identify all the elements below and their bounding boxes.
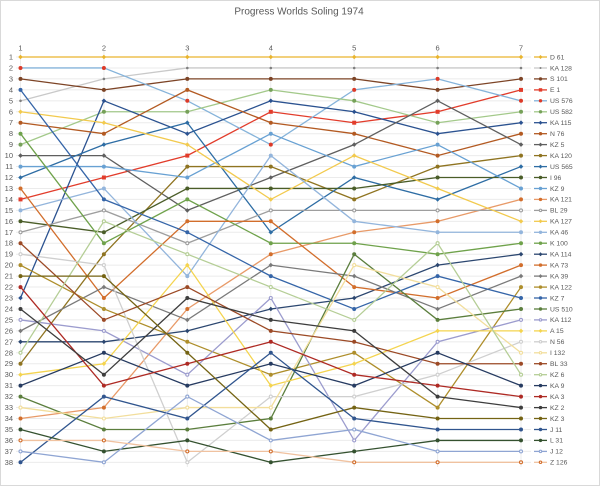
svg-text:KA 112: KA 112 [550,317,572,324]
svg-text:32: 32 [5,392,13,401]
svg-text:34: 34 [5,414,13,423]
svg-text:2: 2 [9,64,13,73]
svg-text:Progress Worlds Soling 1974: Progress Worlds Soling 1974 [234,7,364,18]
svg-text:KA 9: KA 9 [550,383,565,390]
svg-text:N 56: N 56 [550,339,565,346]
svg-text:16: 16 [5,217,13,226]
svg-text:KZ 3: KZ 3 [550,416,565,423]
svg-text:KA 39: KA 39 [550,273,568,280]
svg-text:KZ 2: KZ 2 [550,405,565,412]
svg-text:Z 126: Z 126 [550,460,568,467]
svg-text:3: 3 [185,44,189,53]
svg-text:29: 29 [5,359,13,368]
svg-text:US 576: US 576 [550,98,573,105]
svg-text:28: 28 [5,348,13,357]
svg-text:KA 115: KA 115 [550,120,572,127]
svg-text:K 100: K 100 [550,241,568,248]
svg-text:2: 2 [102,44,106,53]
svg-text:31: 31 [5,381,13,390]
svg-text:N 76: N 76 [550,131,565,138]
svg-text:5: 5 [352,44,356,53]
svg-text:KA 114: KA 114 [550,252,572,259]
svg-text:10: 10 [5,151,13,160]
svg-text:KA 3: KA 3 [550,394,565,401]
svg-text:12: 12 [5,173,13,182]
svg-text:S 101: S 101 [550,76,568,83]
svg-text:7: 7 [519,44,523,53]
svg-text:4: 4 [269,44,273,53]
svg-text:20: 20 [5,261,13,270]
svg-text:KA 120: KA 120 [550,153,572,160]
svg-text:KZ 5: KZ 5 [550,142,565,149]
svg-text:30: 30 [5,370,13,379]
svg-text:1: 1 [18,44,22,53]
svg-text:KA 127: KA 127 [550,219,572,226]
svg-text:BL 29: BL 29 [550,208,568,215]
svg-text:24: 24 [5,305,13,314]
svg-text:8: 8 [9,129,13,138]
svg-text:1: 1 [9,53,13,62]
svg-text:17: 17 [5,228,13,237]
svg-text:KA 128: KA 128 [550,65,572,72]
svg-text:D 61: D 61 [550,54,565,61]
svg-text:33: 33 [5,403,13,412]
svg-text:KZ 6: KZ 6 [550,372,565,379]
svg-text:US 510: US 510 [550,306,573,313]
svg-text:38: 38 [5,458,13,467]
svg-text:22: 22 [5,283,13,292]
svg-text:35: 35 [5,425,13,434]
svg-text:3: 3 [9,74,13,83]
svg-text:37: 37 [5,447,13,456]
svg-text:7: 7 [9,118,13,127]
svg-text:14: 14 [5,195,13,204]
svg-text:I 132: I 132 [550,350,565,357]
svg-text:25: 25 [5,315,13,324]
svg-text:KZ 9: KZ 9 [550,186,565,193]
svg-text:BL 33: BL 33 [550,361,568,368]
svg-text:KA 46: KA 46 [550,230,568,237]
svg-text:27: 27 [5,337,13,346]
svg-text:23: 23 [5,294,13,303]
svg-text:26: 26 [5,326,13,335]
svg-text:5: 5 [9,96,13,105]
svg-text:13: 13 [5,184,13,193]
svg-text:18: 18 [5,239,13,248]
svg-text:15: 15 [5,206,13,215]
svg-text:E 1: E 1 [550,87,560,94]
svg-text:US 565: US 565 [550,164,573,171]
svg-text:J 12: J 12 [550,449,563,456]
svg-text:KA 73: KA 73 [550,262,568,269]
svg-text:KA 122: KA 122 [550,284,572,291]
svg-text:L 31: L 31 [550,438,563,445]
svg-text:6: 6 [9,107,13,116]
svg-text:US 582: US 582 [550,109,573,116]
svg-text:KA 121: KA 121 [550,197,572,204]
svg-text:19: 19 [5,250,13,259]
svg-text:4: 4 [9,85,13,94]
svg-text:I 96: I 96 [550,175,562,182]
svg-text:A 15: A 15 [550,328,564,335]
svg-text:21: 21 [5,272,13,281]
svg-text:11: 11 [5,162,13,171]
svg-text:J 11: J 11 [550,427,563,434]
svg-text:6: 6 [436,44,440,53]
svg-text:KZ 7: KZ 7 [550,295,565,302]
svg-text:36: 36 [5,436,13,445]
svg-text:9: 9 [9,140,13,149]
